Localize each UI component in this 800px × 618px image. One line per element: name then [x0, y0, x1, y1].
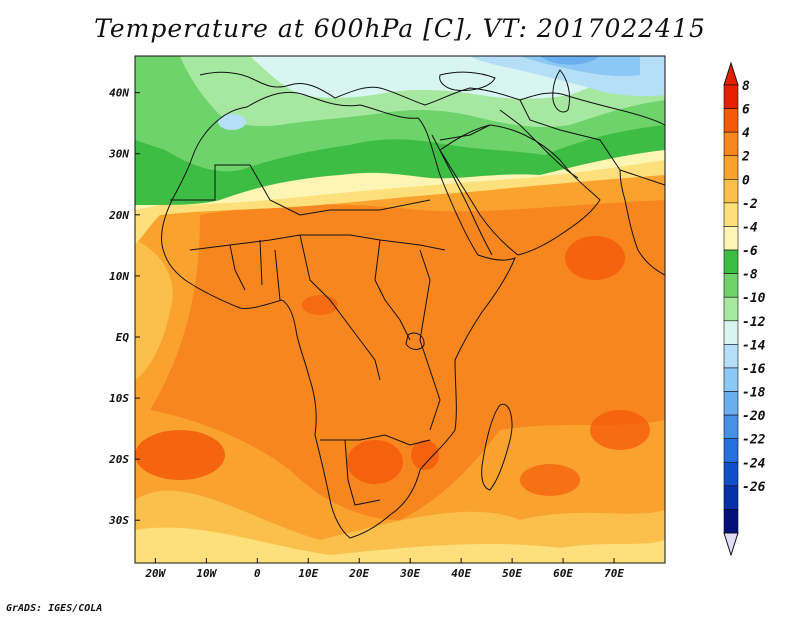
colorbar-level-label: -24 — [742, 456, 766, 471]
colorbar-swatch — [723, 226, 739, 251]
field-hotspot-namibia — [347, 440, 403, 484]
colorbar-swatch — [723, 273, 739, 298]
border-middle-east — [439, 99, 621, 171]
map-frame — [134, 55, 666, 564]
coastline-caspian — [552, 69, 571, 113]
border-sahara-west — [170, 164, 431, 216]
lon-tick-label: 50E — [502, 567, 522, 580]
field-hotspot-mozambique — [411, 440, 439, 470]
colorbar-level-label: -20 — [742, 409, 766, 424]
lat-tick-label: 10N — [109, 270, 129, 283]
coastline-arabia — [439, 124, 601, 256]
border-central-1 — [299, 234, 381, 381]
colorbar-level-label: 0 — [742, 173, 750, 188]
lat-tick-label: EQ — [116, 331, 130, 344]
colorbar-level-label: 6 — [742, 103, 750, 118]
colorbar-top-arrow — [723, 61, 739, 86]
border-south-2 — [344, 439, 381, 506]
colorbar-swatch — [723, 509, 739, 534]
colorbar-swatch — [723, 202, 739, 227]
colorbar-bottom-arrow — [723, 532, 739, 557]
field-patch-atlantic — [135, 240, 173, 380]
lon-tick-label: 20W — [144, 567, 166, 580]
lat-tick-label: 30S — [108, 514, 129, 527]
field-cold-pool-deep — [540, 56, 600, 65]
colorbar-level-label: -6 — [742, 244, 758, 259]
lon-tick-label: 0 — [254, 567, 261, 580]
colorbar-swatch — [723, 131, 739, 157]
lon-tick-label: 40E — [451, 567, 471, 580]
coastline-red-sea — [431, 134, 493, 256]
colorbar-swatch — [723, 367, 739, 392]
field-cold-patch-atlas — [218, 114, 246, 130]
coastline-persian-gulf — [544, 149, 579, 179]
colorbar-level-label: -12 — [742, 315, 766, 330]
colorbar-level-label: 4 — [742, 126, 750, 141]
coastline-madagascar — [481, 403, 513, 491]
colorbar-level-label: -8 — [742, 268, 758, 283]
temperature-field — [135, 56, 665, 563]
colorbar-level-label: -16 — [742, 362, 766, 377]
lon-tick-label: 10E — [298, 567, 318, 580]
lon-tick-label: 60E — [553, 567, 573, 580]
field-hotspot-congo — [302, 295, 338, 315]
colorbar-swatch — [723, 84, 739, 109]
colorbar-swatch — [723, 438, 739, 463]
latitude-ticks: 40N 30N 20N 10N EQ 10S 20S 30S — [108, 87, 140, 527]
coastline-black-sea — [439, 71, 496, 91]
lat-tick-label: 30N — [108, 148, 129, 161]
field-hotspot-se-ocean — [520, 464, 580, 496]
colorbar-swatch — [723, 485, 739, 510]
colorbar-swatch — [723, 320, 739, 345]
lat-tick-label: 10S — [109, 392, 129, 405]
longitude-ticks: 20W 10W 0 10E 20E 30E 40E 50E 60E 70E — [144, 558, 624, 580]
colorbar-level-label: -10 — [742, 291, 766, 306]
border-east — [419, 249, 441, 431]
coastline-africa — [161, 91, 516, 539]
colorbar-level-label: -26 — [742, 480, 766, 495]
colorbar-swatch — [723, 108, 739, 133]
field-band-yellow-south — [135, 527, 665, 563]
lake-victoria — [405, 332, 425, 350]
field-hotspot-atlantic — [135, 430, 225, 480]
field-hotspot-arabian-sea — [565, 236, 625, 280]
border-central-2 — [374, 239, 411, 341]
border-west-africa — [229, 239, 281, 301]
border-sahel — [189, 234, 446, 251]
field-band-4to6-central — [150, 200, 665, 520]
colorbar-level-label: -14 — [742, 338, 766, 353]
coastline-europe — [199, 71, 665, 126]
coastlines-and-borders — [161, 69, 665, 539]
colorbar-level-label: -18 — [742, 386, 766, 401]
colorbar-level-label: 2 — [741, 150, 750, 165]
colorbar-swatch — [723, 414, 739, 439]
colorbar-swatch — [723, 461, 739, 487]
lon-tick-label: 10W — [196, 567, 217, 580]
colorbar-swatch — [723, 155, 739, 180]
map-title: Temperature at 600hPa [C], VT: 201702241… — [94, 14, 706, 43]
colorbar-level-label: -4 — [742, 220, 758, 235]
colorbar-level-label: -22 — [742, 433, 766, 448]
credit-text: GrADS: IGES/COLA — [6, 603, 103, 614]
colorbar-swatch — [723, 391, 739, 416]
colorbar-level-label: 8 — [742, 79, 750, 94]
colorbar-swatch — [723, 344, 739, 369]
colorbar-level-label: -2 — [742, 197, 758, 212]
colorbar: 8 6 4 2 0 -2 -4 -6 -8 -10 -12 -14 -16 -18 -20 -22 -24 -26 — [723, 61, 766, 557]
lon-tick-label: 70E — [604, 567, 624, 580]
border-south — [320, 434, 431, 446]
colorbar-swatch — [723, 179, 739, 204]
lon-tick-label: 30E — [399, 567, 420, 580]
lon-tick-label: 20E — [348, 567, 369, 580]
lat-tick-label: 40N — [109, 87, 129, 100]
colorbar-swatch — [723, 249, 739, 274]
colorbar-swatch — [723, 296, 739, 322]
coastline-india — [619, 169, 665, 276]
lat-tick-label: 20N — [108, 209, 129, 222]
field-hotspot-indian-ocean — [590, 410, 650, 450]
lat-tick-label: 20S — [108, 453, 129, 466]
